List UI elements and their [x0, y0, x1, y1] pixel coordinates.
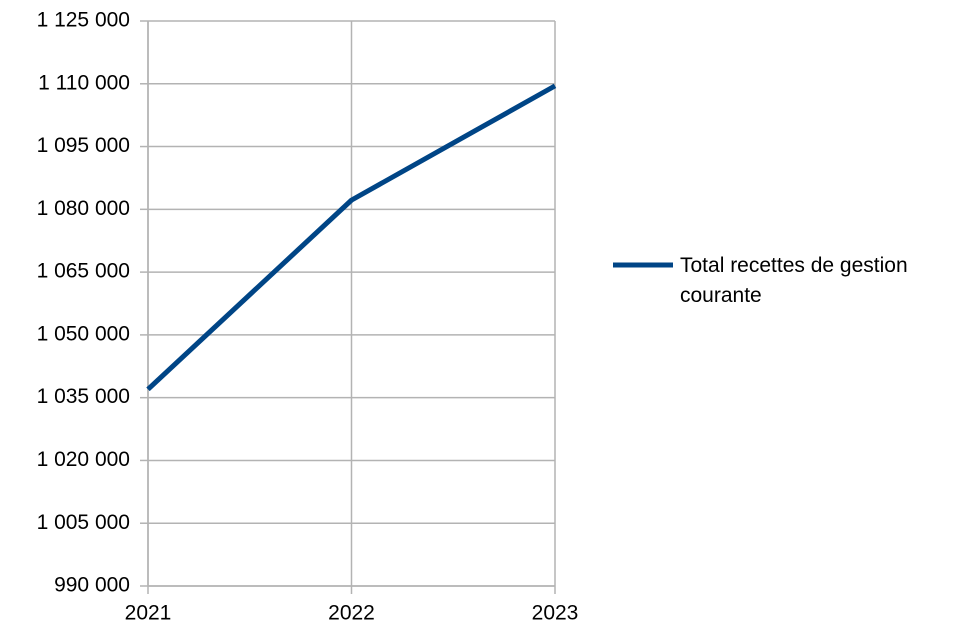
y-tick-label: 1 005 000	[37, 511, 130, 534]
y-tick-label: 1 125 000	[37, 9, 130, 32]
y-tick-label: 1 050 000	[37, 322, 130, 345]
x-tick-label: 2021	[125, 602, 172, 625]
series-line	[146, 83, 557, 392]
y-tick-label: 1 095 000	[37, 134, 130, 157]
legend-label: Total recettes de gestion courante	[680, 254, 908, 307]
y-tick-label: 990 000	[54, 574, 130, 597]
y-tick-label: 1 065 000	[37, 260, 130, 283]
x-tick-label: 2022	[328, 602, 375, 625]
y-tick-label: 1 020 000	[37, 448, 130, 471]
y-tick-label: 1 080 000	[37, 197, 130, 220]
y-tick-label: 1 110 000	[38, 71, 130, 94]
x-tick-label: 2023	[532, 602, 579, 625]
y-tick-label: 1 035 000	[37, 385, 130, 408]
